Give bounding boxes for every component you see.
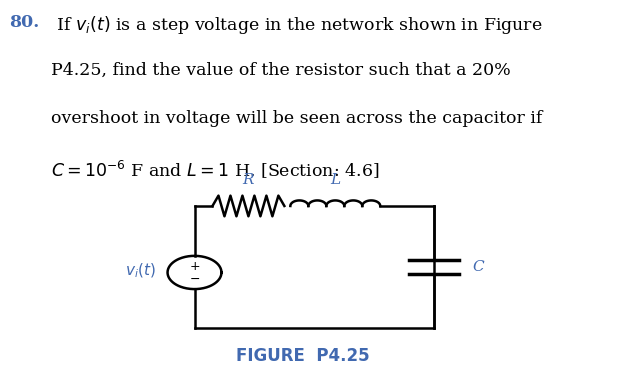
Text: overshoot in voltage will be seen across the capacitor if: overshoot in voltage will be seen across… (51, 110, 542, 127)
Text: L: L (330, 174, 340, 188)
Text: If $v_i(t)$ is a step voltage in the network shown in Figure: If $v_i(t)$ is a step voltage in the net… (51, 14, 542, 36)
Text: +: + (189, 260, 200, 273)
Text: 80.: 80. (9, 14, 39, 31)
Text: R: R (243, 174, 254, 188)
Text: P4.25, find the value of the resistor such that a 20%: P4.25, find the value of the resistor su… (51, 62, 511, 79)
Text: FIGURE  P4.25: FIGURE P4.25 (236, 347, 369, 365)
Text: $C = 10^{-6}$ F and $L = 1$ H. [Section: 4.6]: $C = 10^{-6}$ F and $L = 1$ H. [Section:… (51, 158, 379, 180)
Text: $v_i(t)$: $v_i(t)$ (125, 261, 156, 280)
Text: −: − (189, 273, 200, 286)
Text: C: C (472, 260, 484, 274)
